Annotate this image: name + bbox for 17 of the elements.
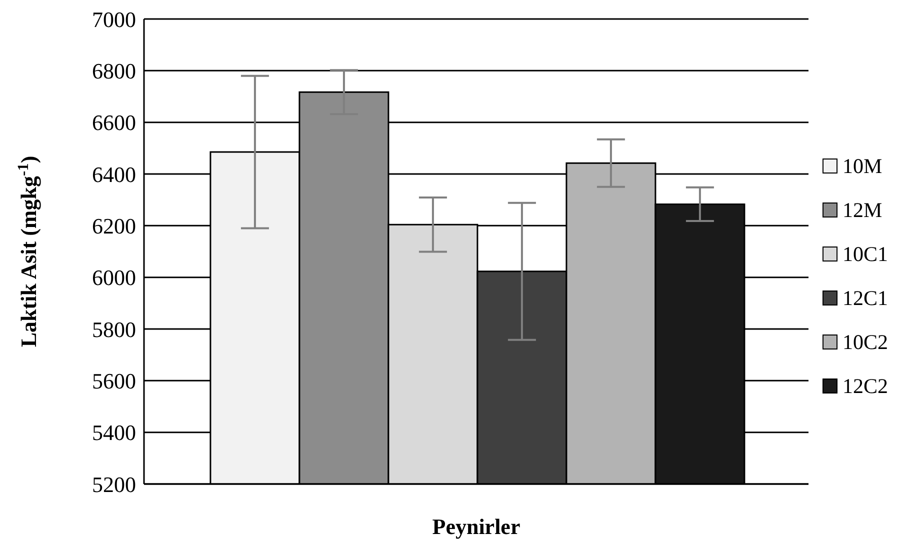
legend-label: 10C1 bbox=[842, 242, 888, 266]
legend-label: 12C1 bbox=[842, 286, 888, 310]
y-tick-label: 6800 bbox=[92, 58, 136, 84]
legend-label: 12C2 bbox=[842, 374, 888, 398]
legend-label: 12M bbox=[842, 198, 882, 222]
y-tick-label: 5800 bbox=[92, 316, 136, 342]
y-tick-label: 6400 bbox=[92, 162, 136, 187]
y-tick-label: 7000 bbox=[92, 6, 136, 32]
y-tick-label: 5200 bbox=[92, 472, 136, 497]
legend-label: 10M bbox=[842, 154, 882, 178]
x-axis-title: Peynirler bbox=[432, 514, 520, 539]
y-tick-label: 6000 bbox=[92, 265, 136, 290]
y-tick-label: 6200 bbox=[92, 213, 136, 238]
legend-label: 10C2 bbox=[842, 330, 888, 354]
y-tick-label: 5600 bbox=[92, 368, 136, 394]
y-tick-label: 5400 bbox=[92, 420, 136, 446]
y-tick-label: 6600 bbox=[92, 110, 136, 136]
